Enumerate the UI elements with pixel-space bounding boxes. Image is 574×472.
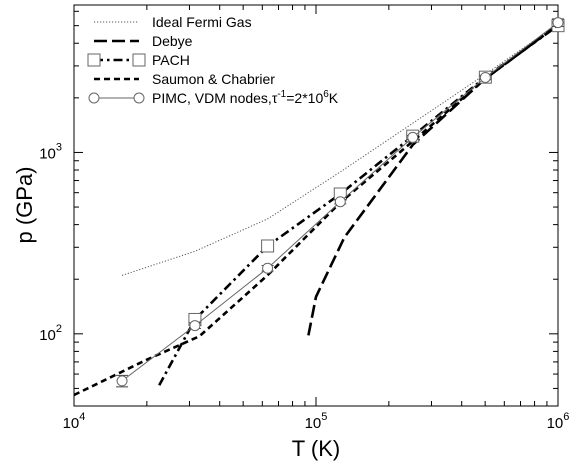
series-layer [73,17,565,397]
plot-frame [73,4,559,407]
x-tick-label: 105 [305,411,328,432]
series-1 [307,23,559,336]
legend-marker [88,92,100,104]
y-tick-label: 103 [39,141,62,162]
point-circle [334,196,346,208]
legend-label: PIMC, VDM nodes,τ-1=2*106K [152,89,339,106]
legend-entry: PIMC, VDM nodes,τ-1=2*106K [88,89,339,106]
legend-label: Saumon & Chabrier [152,71,275,87]
legend-label: Debye [152,33,193,49]
y-axis-label: p (GPa) [12,166,37,243]
legend-marker [87,53,101,67]
point-circle [116,375,128,387]
series-4 [116,17,564,388]
point-circle [189,320,201,332]
legend-label: PACH [152,52,190,68]
legend-label: Ideal Fermi Gas [152,14,252,30]
series-line [307,23,559,336]
legend-entry: Saumon & Chabrier [94,71,275,87]
legend-entry: Debye [94,33,193,49]
point-circle [479,71,491,83]
point-circle [262,262,274,274]
legend-entry: Ideal Fermi Gas [94,14,252,30]
legend-marker [132,53,146,67]
y-tick-label: 102 [39,323,62,344]
point-circle [407,131,419,143]
legend-entry: PACH [87,52,190,68]
point-circle [552,17,564,29]
x-tick-label: 106 [547,411,570,432]
x-tick-label: 104 [63,411,86,432]
legend: Ideal Fermi Gas Debye PACH Saumon & Chabrie… [87,14,339,106]
legend-marker [133,92,145,104]
point-square [261,239,275,253]
axis-ticks: 104 105 106 102 103 [39,5,569,432]
x-axis-label: T (K) [292,436,340,461]
